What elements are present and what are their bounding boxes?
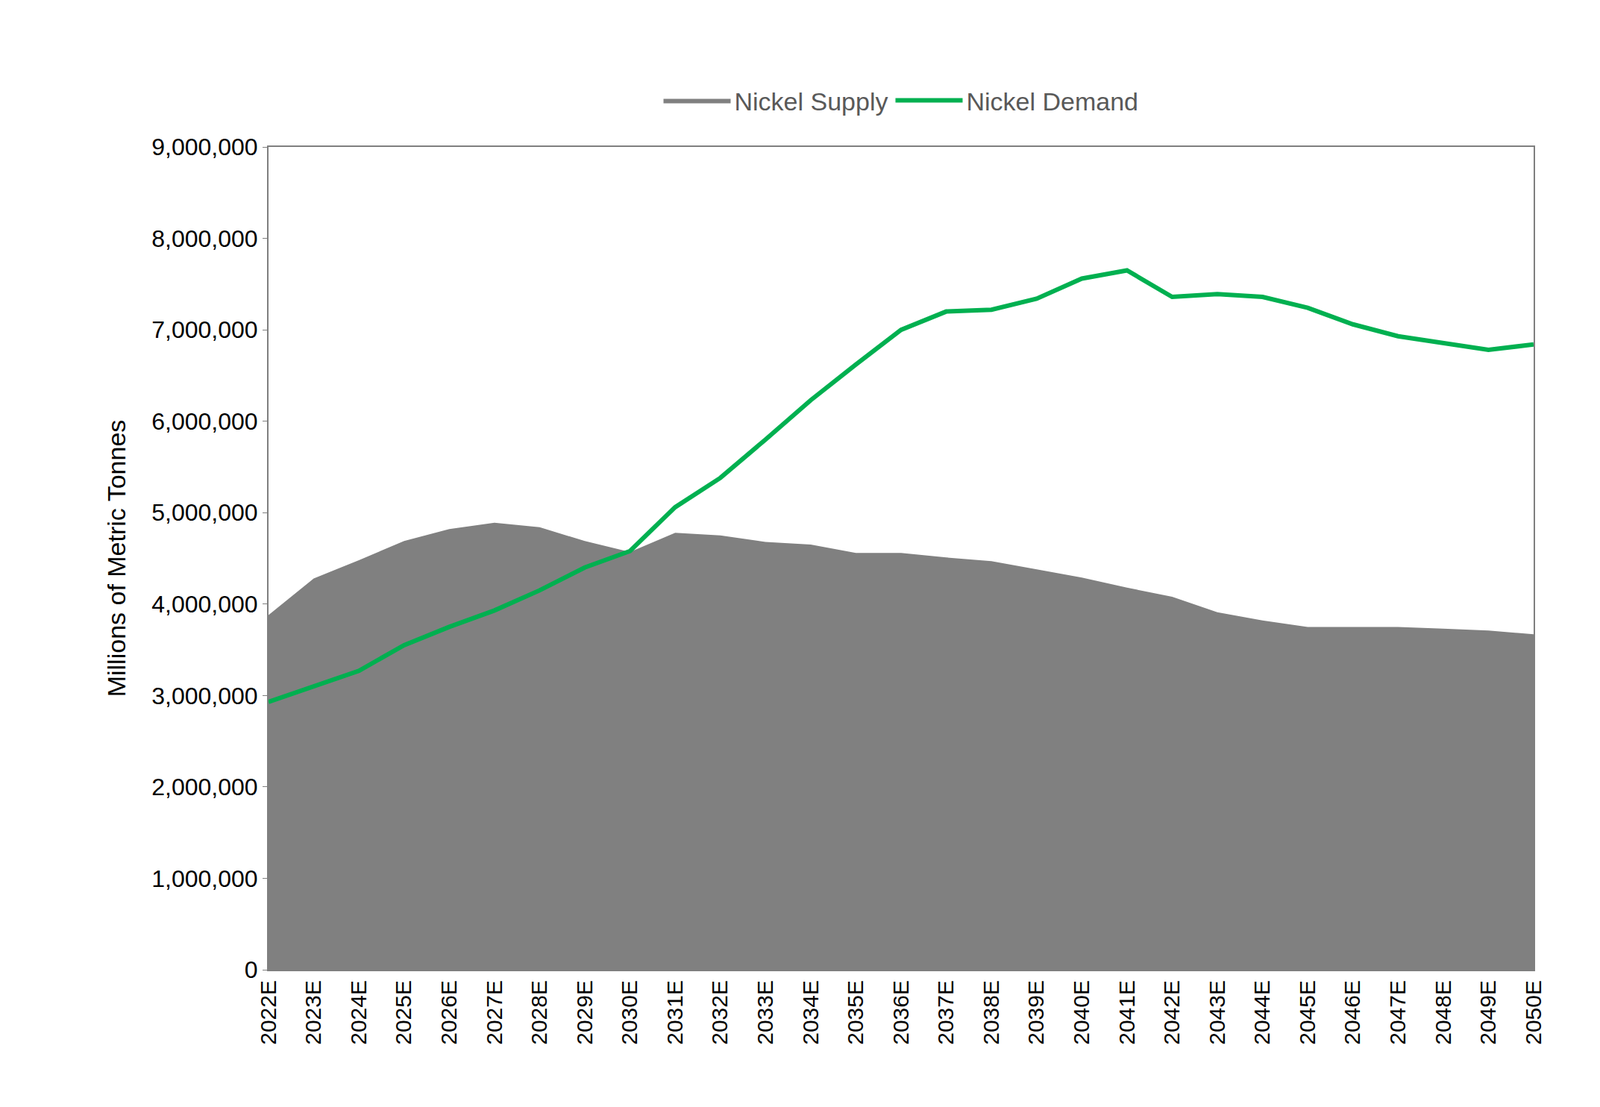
svg-text:2040E: 2040E <box>1068 980 1094 1046</box>
svg-text:2042E: 2042E <box>1159 980 1184 1046</box>
svg-text:2047E: 2047E <box>1385 980 1410 1046</box>
svg-text:2044E: 2044E <box>1249 980 1275 1046</box>
svg-text:2033E: 2033E <box>752 980 778 1046</box>
svg-text:Nickel Demand: Nickel Demand <box>965 87 1139 116</box>
svg-text:2039E: 2039E <box>1023 980 1049 1046</box>
svg-text:2032E: 2032E <box>707 980 732 1046</box>
svg-text:8,000,000: 8,000,000 <box>151 225 258 253</box>
svg-text:2043E: 2043E <box>1204 980 1230 1046</box>
svg-text:2026E: 2026E <box>436 980 461 1046</box>
svg-text:2045E: 2045E <box>1294 980 1320 1046</box>
svg-text:7,000,000: 7,000,000 <box>151 316 258 344</box>
svg-text:2049E: 2049E <box>1475 980 1501 1046</box>
svg-text:9,000,000: 9,000,000 <box>151 133 258 161</box>
svg-text:1,000,000: 1,000,000 <box>151 865 258 893</box>
svg-text:2030E: 2030E <box>616 980 642 1046</box>
svg-text:2029E: 2029E <box>572 980 597 1046</box>
svg-text:2036E: 2036E <box>888 980 914 1046</box>
svg-text:5,000,000: 5,000,000 <box>151 499 258 526</box>
svg-text:2025E: 2025E <box>390 980 416 1046</box>
svg-text:2038E: 2038E <box>978 980 1004 1046</box>
svg-text:2023E: 2023E <box>300 980 326 1046</box>
svg-text:2034E: 2034E <box>798 980 823 1046</box>
svg-text:2,000,000: 2,000,000 <box>151 773 258 801</box>
svg-text:2031E: 2031E <box>662 980 687 1046</box>
svg-text:3,000,000: 3,000,000 <box>151 682 258 710</box>
svg-text:4,000,000: 4,000,000 <box>151 590 258 618</box>
svg-text:2035E: 2035E <box>842 980 868 1046</box>
svg-text:2028E: 2028E <box>526 980 552 1046</box>
svg-text:2046E: 2046E <box>1339 980 1365 1046</box>
svg-text:6,000,000: 6,000,000 <box>151 408 258 435</box>
svg-text:2027E: 2027E <box>481 980 507 1046</box>
svg-text:Nickel Supply: Nickel Supply <box>734 87 889 116</box>
svg-text:2037E: 2037E <box>933 980 958 1046</box>
svg-text:0: 0 <box>244 956 259 984</box>
svg-text:Millions of Metric Tonnes: Millions of Metric Tonnes <box>102 419 131 698</box>
svg-text:2022E: 2022E <box>255 980 281 1046</box>
svg-text:2048E: 2048E <box>1430 980 1456 1046</box>
svg-text:2024E: 2024E <box>346 980 371 1046</box>
svg-text:2041E: 2041E <box>1114 980 1140 1046</box>
svg-text:2050E: 2050E <box>1520 980 1546 1046</box>
